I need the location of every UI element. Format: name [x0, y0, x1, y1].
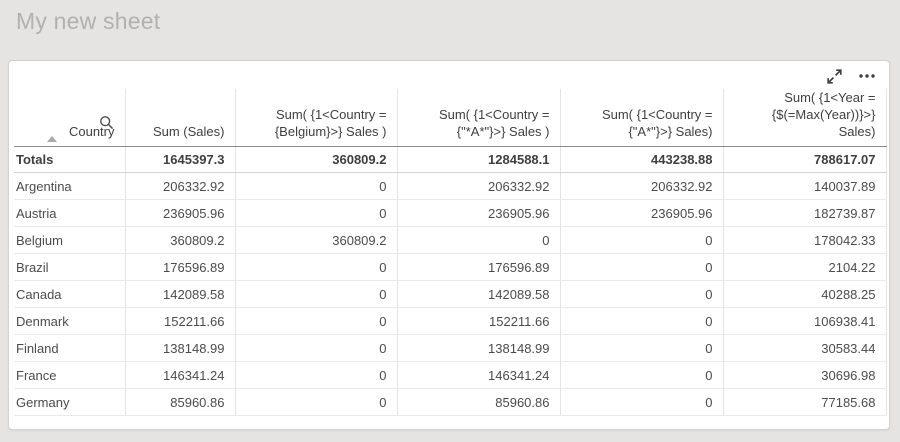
column-header-country-label: Country: [68, 124, 115, 139]
fullscreen-icon[interactable]: [825, 67, 843, 85]
value-cell: 85960.86: [124, 388, 235, 416]
value-cell: 0: [559, 253, 723, 281]
table-row: Brazil 176596.89 0 176596.89 0 2104.22: [14, 253, 887, 281]
table-row: Canada 142089.58 0 142089.58 0 40288.25: [14, 280, 887, 308]
value-cell: 106938.41: [722, 307, 887, 335]
table-row: Germany 85960.86 0 85960.86 0 77185.68: [14, 388, 887, 416]
value-cell: 140037.89: [722, 172, 887, 200]
table-row: Austria 236905.96 0 236905.96 236905.96 …: [14, 199, 887, 227]
value-cell: 0: [234, 334, 397, 362]
value-cell: 146341.24: [396, 361, 560, 389]
totals-label: Totals: [14, 146, 125, 173]
country-cell[interactable]: France: [14, 361, 125, 389]
value-cell: 0: [234, 361, 397, 389]
value-cell: 40288.25: [722, 280, 887, 308]
toolbar-icons: [825, 67, 876, 85]
value-cell: 0: [234, 199, 397, 227]
value-cell: 176596.89: [396, 253, 560, 281]
value-cell: 0: [559, 388, 723, 416]
value-cell: 178042.33: [722, 226, 887, 254]
value-cell: 0: [234, 307, 397, 335]
value-cell: 206332.92: [559, 172, 723, 200]
column-header-country[interactable]: Country: [14, 89, 125, 147]
table-object-card: Country Sum (Sales) Sum( {1<Country = {B…: [8, 60, 890, 430]
value-cell: 77185.68: [722, 388, 887, 416]
search-icon[interactable]: [99, 115, 114, 130]
column-header-sum-sales[interactable]: Sum (Sales): [124, 89, 235, 147]
value-cell: 0: [234, 280, 397, 308]
country-cell[interactable]: Austria: [14, 199, 125, 227]
value-cell: 0: [396, 226, 560, 254]
country-cell[interactable]: Argentina: [14, 172, 125, 200]
value-cell: 0: [234, 253, 397, 281]
column-header-sum-max-year[interactable]: Sum( {1<Year = {$(=Max(Year))}>} Sales): [722, 89, 887, 147]
totals-cell: 1645397.3: [124, 146, 235, 173]
country-cell[interactable]: Germany: [14, 388, 125, 416]
country-cell[interactable]: Denmark: [14, 307, 125, 335]
value-cell: 0: [559, 280, 723, 308]
table-row: Denmark 152211.66 0 152211.66 0 106938.4…: [14, 307, 887, 335]
value-cell: 146341.24: [124, 361, 235, 389]
totals-cell: 443238.88: [559, 146, 723, 173]
value-cell: 182739.87: [722, 199, 887, 227]
value-cell: 152211.66: [396, 307, 560, 335]
value-cell: 142089.58: [124, 280, 235, 308]
table-row: Finland 138148.99 0 138148.99 0 30583.44: [14, 334, 887, 362]
value-cell: 206332.92: [124, 172, 235, 200]
value-cell: 360809.2: [234, 226, 397, 254]
value-cell: 236905.96: [124, 199, 235, 227]
value-cell: 0: [234, 388, 397, 416]
value-cell: 206332.92: [396, 172, 560, 200]
value-cell: 176596.89: [124, 253, 235, 281]
country-cell[interactable]: Brazil: [14, 253, 125, 281]
value-cell: 0: [559, 334, 723, 362]
value-cell: 0: [234, 172, 397, 200]
totals-row: Totals 1645397.3 360809.2 1284588.1 4432…: [14, 146, 887, 173]
value-cell: 236905.96: [396, 199, 560, 227]
object-toolbar: [9, 61, 889, 89]
value-cell: 360809.2: [124, 226, 235, 254]
value-cell: 0: [559, 361, 723, 389]
value-cell: 85960.86: [396, 388, 560, 416]
country-cell[interactable]: Belgium: [14, 226, 125, 254]
value-cell: 0: [559, 226, 723, 254]
totals-cell: 360809.2: [234, 146, 397, 173]
straight-table: Country Sum (Sales) Sum( {1<Country = {B…: [14, 89, 887, 416]
column-header-sum-a-star[interactable]: Sum( {1<Country = {"A*"}>} Sales): [559, 89, 723, 147]
value-cell: 138148.99: [396, 334, 560, 362]
column-header-sum-star-a-star[interactable]: Sum( {1<Country = {"*A*"}>} Sales ): [396, 89, 560, 147]
sort-ascending-icon: [47, 136, 57, 142]
value-cell: 138148.99: [124, 334, 235, 362]
value-cell: 2104.22: [722, 253, 887, 281]
table-row: Argentina 206332.92 0 206332.92 206332.9…: [14, 172, 887, 200]
more-options-icon[interactable]: [858, 67, 876, 85]
totals-cell: 1284588.1: [396, 146, 560, 173]
value-cell: 236905.96: [559, 199, 723, 227]
country-cell[interactable]: Canada: [14, 280, 125, 308]
value-cell: 30696.98: [722, 361, 887, 389]
value-cell: 0: [559, 307, 723, 335]
header-row: Country Sum (Sales) Sum( {1<Country = {B…: [14, 89, 887, 147]
value-cell: 142089.58: [396, 280, 560, 308]
column-header-sum-belgium[interactable]: Sum( {1<Country = {Belgium}>} Sales ): [234, 89, 397, 147]
value-cell: 30583.44: [722, 334, 887, 362]
table-row: Belgium 360809.2 360809.2 0 0 178042.33: [14, 226, 887, 254]
page-title: My new sheet: [16, 8, 161, 34]
table-row: France 146341.24 0 146341.24 0 30696.98: [14, 361, 887, 389]
country-cell[interactable]: Finland: [14, 334, 125, 362]
totals-cell: 788617.07: [722, 146, 887, 173]
value-cell: 152211.66: [124, 307, 235, 335]
